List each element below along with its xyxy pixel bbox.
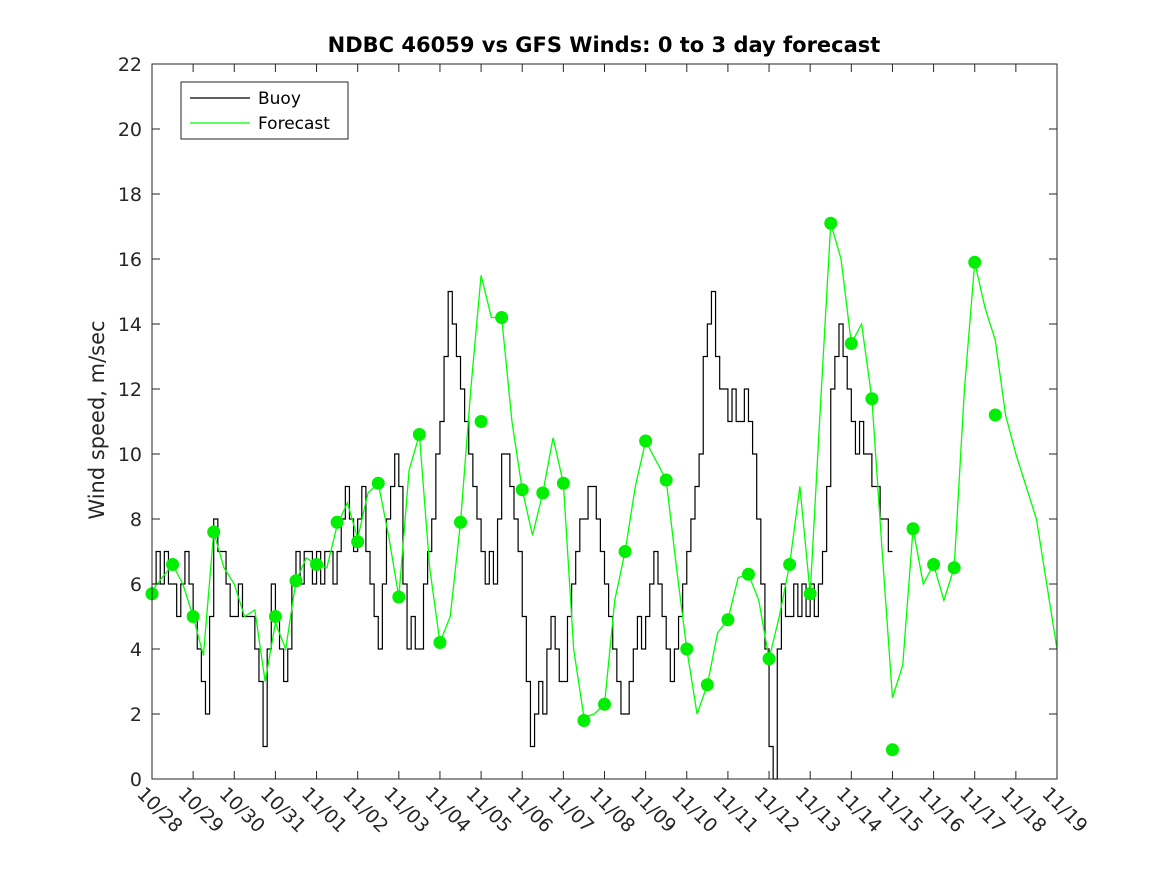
y-tick-label: 8 <box>130 509 142 531</box>
forecast-point <box>906 522 920 536</box>
forecast-point <box>351 535 365 549</box>
forecast-point <box>207 525 221 539</box>
forecast-point <box>454 515 468 529</box>
forecast-point <box>433 636 447 649</box>
forecast-point <box>844 337 858 350</box>
legend-box <box>180 81 349 140</box>
forecast-point <box>289 574 303 588</box>
y-tick-label: 16 <box>118 249 142 271</box>
forecast-point <box>659 473 673 487</box>
forecast-point <box>865 392 879 406</box>
y-tick-label: 14 <box>118 314 142 336</box>
y-tick-label: 4 <box>130 639 142 661</box>
chart-title: NDBC 46059 vs GFS Winds: 0 to 3 day fore… <box>328 33 881 57</box>
forecast-point <box>700 678 714 692</box>
forecast-point <box>783 558 797 571</box>
y-tick-label: 6 <box>130 574 142 596</box>
forecast-point <box>556 476 570 490</box>
forecast-point <box>680 642 694 656</box>
buoy-series-line <box>152 290 893 780</box>
forecast-point <box>927 558 941 571</box>
y-axis-label: Wind speed, m/sec <box>85 320 109 519</box>
y-tick-label: 10 <box>118 444 142 466</box>
plot-area <box>145 64 1058 780</box>
legend: Buoy Forecast <box>180 81 349 140</box>
forecast-point <box>947 561 961 575</box>
y-tick-label: 22 <box>118 54 142 76</box>
forecast-point <box>536 486 550 500</box>
forecast-point <box>639 434 653 448</box>
forecast-point <box>474 415 488 428</box>
forecast-point <box>598 697 611 711</box>
forecast-point <box>885 743 899 757</box>
forecast-point <box>166 558 180 571</box>
forecast-point <box>577 714 591 727</box>
forecast-point <box>803 587 817 601</box>
forecast-point <box>310 558 324 571</box>
forecast-point <box>330 515 344 529</box>
y-tick-label: 2 <box>130 704 142 726</box>
forecast-point <box>721 613 735 627</box>
forecast-point <box>268 610 282 623</box>
forecast-point <box>412 428 426 441</box>
y-tick-label: 0 <box>130 769 142 791</box>
y-tick-label: 12 <box>118 379 142 401</box>
forecast-point <box>495 311 509 324</box>
forecast-point <box>968 255 982 269</box>
forecast-point <box>515 483 529 497</box>
legend-label: Buoy <box>258 89 301 109</box>
forecast-point <box>392 590 406 604</box>
y-tick-label: 18 <box>118 184 142 206</box>
legend-label: Forecast <box>258 114 330 134</box>
forecast-point <box>186 610 200 623</box>
forecast-point <box>762 652 776 666</box>
forecast-point <box>741 567 755 581</box>
forecast-point <box>988 408 1002 422</box>
plot-background <box>152 64 1057 779</box>
y-tick-label: 20 <box>118 119 142 141</box>
forecast-point <box>824 216 838 230</box>
forecast-point <box>371 476 385 490</box>
forecast-point <box>618 545 632 558</box>
